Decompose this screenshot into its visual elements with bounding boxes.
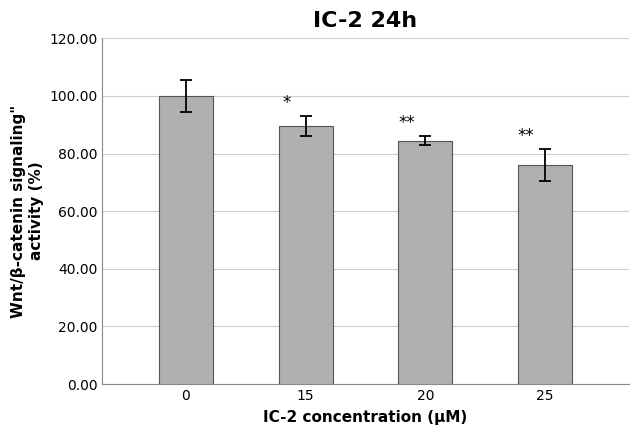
Bar xyxy=(399,140,452,384)
Text: *: * xyxy=(283,94,291,112)
X-axis label: IC-2 concentration (μM): IC-2 concentration (μM) xyxy=(264,410,468,425)
Bar xyxy=(159,96,213,384)
Text: **: ** xyxy=(398,114,415,132)
Text: **: ** xyxy=(518,127,534,145)
Bar xyxy=(518,165,572,384)
Bar xyxy=(279,126,333,384)
Title: IC-2 24h: IC-2 24h xyxy=(314,11,417,31)
Y-axis label: Wnt/β-catenin signaling"
activity (%): Wnt/β-catenin signaling" activity (%) xyxy=(11,105,44,318)
